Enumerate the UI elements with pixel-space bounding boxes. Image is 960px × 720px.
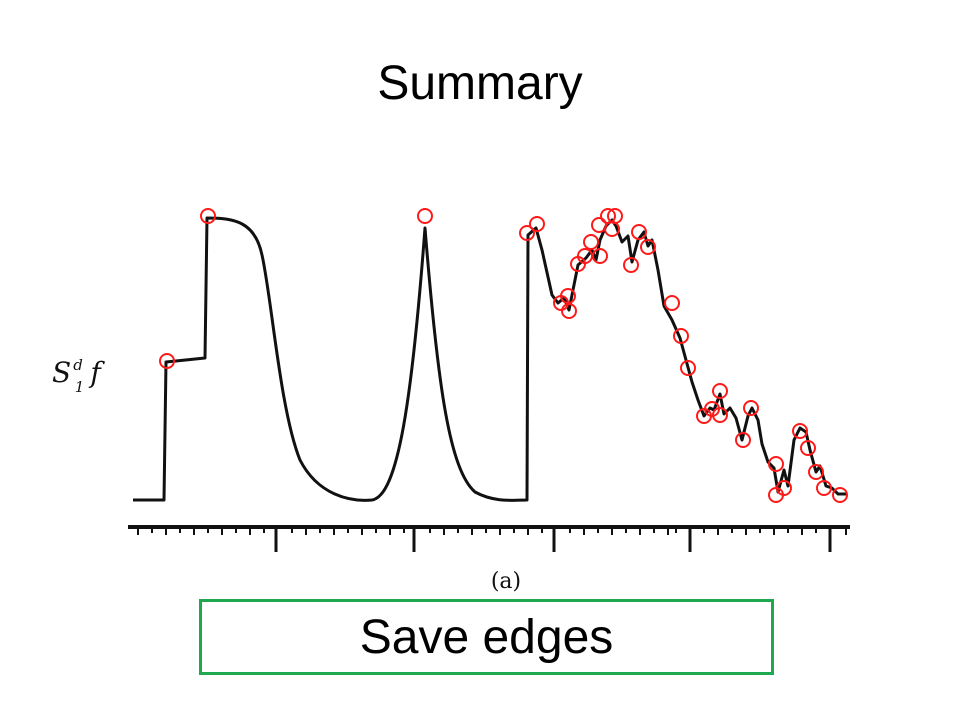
edge-marker xyxy=(816,480,832,496)
edge-marker xyxy=(519,225,535,241)
x-axis xyxy=(128,525,850,552)
edge-marker xyxy=(832,487,848,503)
edge-marker xyxy=(631,224,647,240)
edge-marker xyxy=(200,208,216,224)
edge-marker xyxy=(735,432,751,448)
edge-marker xyxy=(743,400,759,416)
edge-marker xyxy=(529,216,545,232)
edge-markers xyxy=(159,208,848,503)
save-edges-callout: Save edges xyxy=(199,599,774,675)
callout-text: Save edges xyxy=(359,610,614,664)
edge-marker xyxy=(623,257,639,273)
edge-marker xyxy=(712,407,728,423)
edge-marker xyxy=(664,295,680,311)
edge-marker xyxy=(591,217,607,233)
edge-marker xyxy=(640,239,656,255)
edge-marker xyxy=(776,480,792,496)
slide-title: Summary xyxy=(377,57,583,110)
edge-marker xyxy=(561,303,577,319)
edge-marker xyxy=(712,383,728,399)
figure-caption: (a) xyxy=(491,569,521,594)
edge-marker xyxy=(417,208,433,224)
edge-marker xyxy=(592,248,608,264)
edge-marker xyxy=(673,328,689,344)
edge-marker xyxy=(604,221,620,237)
signal-curve xyxy=(133,216,846,502)
edge-marker xyxy=(808,464,824,480)
edge-marker xyxy=(159,353,175,369)
edge-marker xyxy=(792,423,808,439)
edge-marker xyxy=(583,234,599,250)
edge-marker xyxy=(768,456,784,472)
edge-marker xyxy=(680,360,696,376)
edge-marker xyxy=(560,288,576,304)
edge-marker xyxy=(800,440,816,456)
